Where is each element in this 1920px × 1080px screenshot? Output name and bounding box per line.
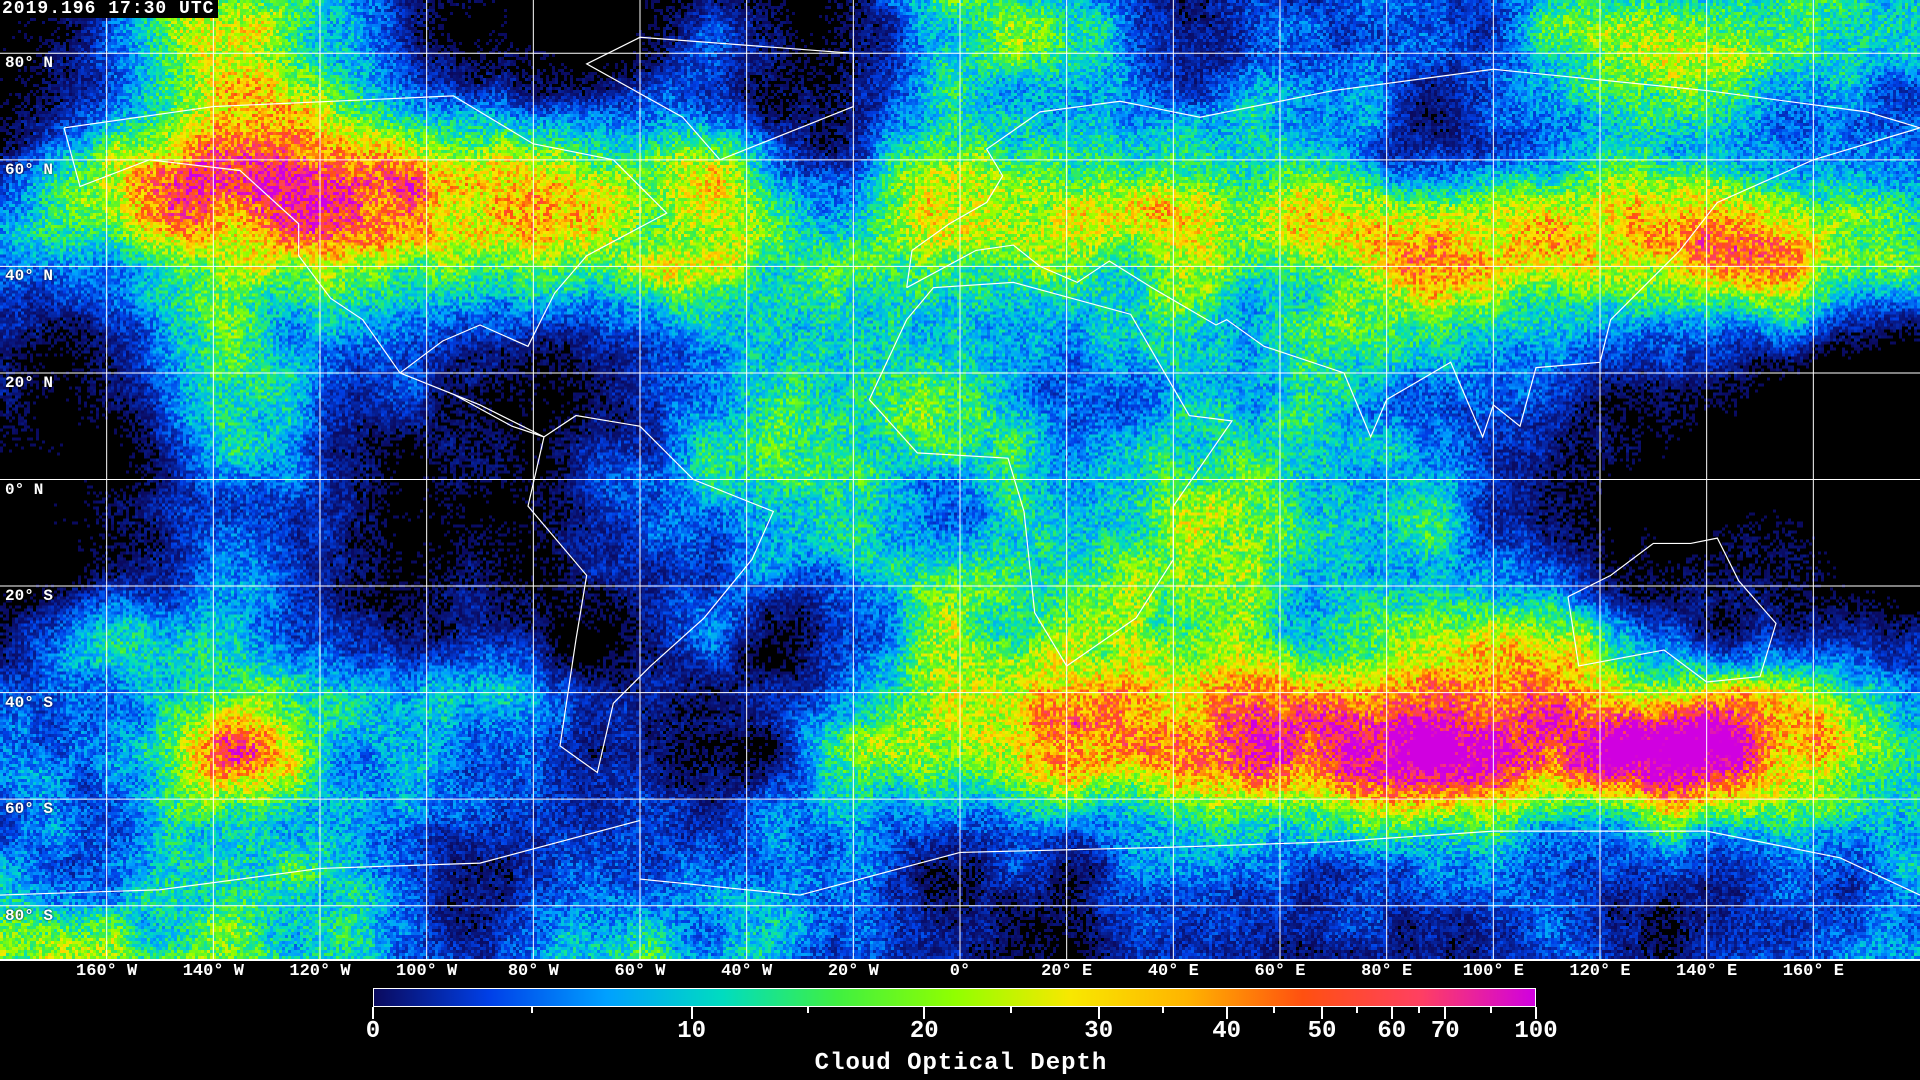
coastline [585,36,854,161]
colorbar-tick-label: 0 [365,1018,381,1045]
coastline [0,819,1920,896]
colorbar-minor-tick [806,1007,809,1013]
colorbar-major-tick [1321,1007,1323,1019]
longitude-label: 120° E [1569,962,1631,981]
longitude-label: 60° W [614,962,666,981]
colorbar [373,988,1536,1007]
longitude-label: 140° E [1676,962,1738,981]
longitude-label: 40° E [1147,962,1199,981]
latitude-label: 80° N [5,54,54,73]
colorbar-tick-label: 30 [1084,1018,1114,1045]
colorbar-minor-tick [1489,1007,1492,1013]
longitude-label: 160° W [76,962,138,981]
longitude-label: 80° W [507,962,559,981]
timestamp-title: 2019.196 17:30 UTC [0,0,219,18]
latitude-label: 60° N [5,160,54,179]
colorbar-tick-label: 100 [1514,1018,1558,1045]
colorbar-minor-tick [1417,1007,1420,1013]
longitude-label: 120° W [289,962,351,981]
longitude-label: 100° E [1462,962,1524,981]
colorbar-major-tick [923,1007,926,1019]
longitude-label: 20° W [827,962,879,981]
coastline [527,414,775,774]
colorbar-tick-label: 60 [1377,1018,1407,1045]
colorbar-major-tick [1444,1007,1447,1019]
map-overlay [0,0,1920,959]
latitude-label: 20° S [5,587,54,606]
longitude-label: 0° [949,962,971,981]
coastline [1567,537,1777,683]
colorbar-tick-label: 20 [909,1018,939,1045]
colorbar-tick-label: 70 [1430,1018,1460,1045]
longitude-label: 140° W [182,962,244,981]
colorbar-major-tick [1390,1007,1393,1019]
colorbar-minor-tick [1161,1007,1164,1013]
colorbar-minor-tick [1010,1007,1013,1013]
colorbar-tick-label: 50 [1307,1018,1337,1045]
coastline [868,281,1234,667]
latitude-label: 20° N [5,373,54,392]
latitude-label: 80° S [5,906,54,925]
longitude-label: 80° E [1361,962,1413,981]
map-bottom-border [0,959,1920,961]
colorbar-title: Cloud Optical Depth [814,1050,1108,1077]
longitude-label: 160° E [1782,962,1844,981]
latitude-label: 0° N [5,480,44,499]
colorbar-major-tick [1535,1007,1537,1019]
colorbar-major-tick [690,1007,693,1019]
colorbar-tick-label: 40 [1212,1018,1242,1045]
latitude-label: 40° S [5,693,54,712]
coastline [906,68,1920,439]
colorbar-minor-tick [1355,1007,1358,1013]
longitude-label: 20° E [1041,962,1093,981]
longitude-label: 100° W [396,962,458,981]
latitude-label: 60° S [5,800,54,819]
colorbar-major-tick [1097,1007,1100,1019]
longitude-label: 60° E [1254,962,1306,981]
cloud-optical-depth-map: 2019.196 17:30 UTC 80° N 60° N 40° N 20° N 0… [0,0,1920,959]
colorbar-major-tick [1225,1007,1228,1019]
colorbar-minor-tick [531,1007,534,1013]
longitude-label: 40° W [721,962,773,981]
colorbar-major-tick [372,1007,374,1019]
colorbar-minor-tick [1273,1007,1276,1013]
latitude-label: 40° N [5,267,54,286]
colorbar-tick-label: 10 [677,1018,707,1045]
